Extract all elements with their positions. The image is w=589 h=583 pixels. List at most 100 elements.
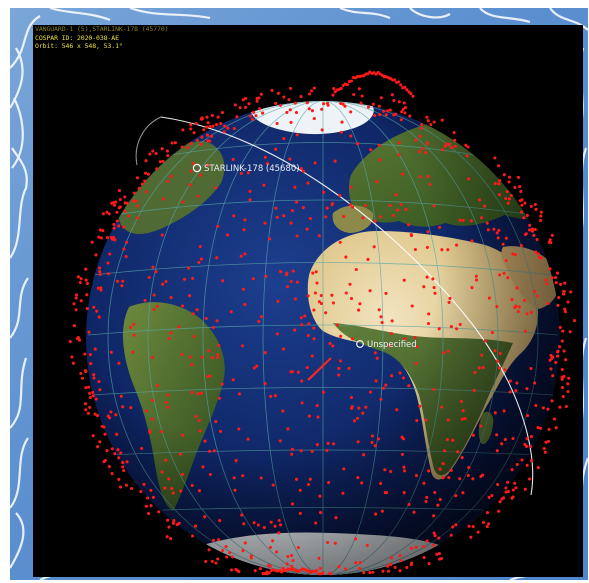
satellite-dot	[215, 355, 219, 359]
satellite-dot	[518, 185, 522, 189]
satellite-dot	[508, 390, 512, 394]
satellite-dot	[313, 291, 317, 295]
satellite-dot	[299, 449, 303, 453]
satellite-dot	[529, 459, 534, 463]
satellite-dot	[442, 351, 446, 355]
satellite-dot	[241, 98, 245, 102]
satellite-dot	[504, 196, 508, 201]
satellite-dot	[84, 408, 88, 412]
satellite-dot	[192, 131, 196, 135]
satellite-dot	[160, 430, 164, 434]
satellite-dot	[438, 225, 442, 229]
satellite-dot	[409, 546, 413, 550]
satellite-dot	[76, 275, 80, 279]
satellite-dot	[551, 374, 555, 378]
satellite-dot	[275, 332, 279, 336]
satellite-dot	[394, 193, 398, 197]
satellite-dot	[504, 236, 508, 240]
satellite-dot	[274, 206, 278, 210]
satellite-dot	[76, 336, 80, 340]
satellite-dot	[515, 286, 519, 290]
satellite-dot	[470, 239, 474, 243]
satellite-dot	[258, 567, 262, 571]
satellite-dot	[190, 363, 194, 367]
satellite-dot	[89, 362, 93, 366]
satellite-dot	[164, 279, 168, 284]
satellite-dot	[487, 296, 491, 300]
selected-satellite-marker[interactable]	[192, 163, 202, 173]
satellite-dot	[419, 126, 423, 130]
selected-satellite-label[interactable]: STARLINK-178 (45680)	[204, 164, 300, 174]
satellite-dot	[251, 277, 255, 281]
satellite-dot	[264, 274, 268, 278]
satellite-dot	[168, 537, 173, 541]
satellite-dot	[243, 218, 247, 222]
satellite-dot	[312, 116, 316, 121]
satellite-dot	[418, 150, 422, 154]
satellite-dot	[569, 290, 573, 294]
satellite-dot	[165, 149, 169, 153]
satellite-dot	[119, 394, 123, 398]
satellite-dot	[221, 549, 225, 553]
satellite-dot	[99, 288, 103, 292]
satellite-dot	[361, 216, 365, 220]
satellite-dot	[172, 519, 176, 523]
satellite-dot	[562, 349, 566, 353]
satellite-dot	[357, 308, 361, 312]
satellite-dot	[305, 365, 309, 370]
satellite-dot	[392, 113, 396, 117]
satellite-dot	[365, 543, 369, 547]
satellite-name-line: VANGUARD-1 (5),STARLINK-178 (45770)	[35, 25, 169, 33]
satellite-dot	[455, 327, 459, 331]
satellite-dot	[550, 399, 554, 403]
satellite-dot	[397, 100, 401, 104]
satellite-dot	[205, 163, 210, 167]
satellite-dot	[144, 504, 148, 508]
satellite-dot	[112, 235, 116, 239]
cospar-id-line: COSPAR ID: 2020-038-AE	[35, 33, 119, 42]
globe-viewer[interactable]: STARLINK-178 (45680) Unspecified VANGUAR…	[33, 25, 583, 577]
satellite-dot	[420, 123, 424, 127]
globe-scene[interactable]: STARLINK-178 (45680) Unspecified	[33, 25, 583, 577]
satellite-dot	[480, 353, 484, 357]
satellite-dot	[307, 107, 311, 111]
satellite-dot	[316, 415, 320, 419]
satellite-dot	[438, 467, 442, 471]
satellite-dot	[388, 343, 392, 348]
screenshot-frame: STARLINK-178 (45680) Unspecified VANGUAR…	[10, 8, 588, 580]
satellite-dot	[181, 433, 185, 437]
satellite-dot	[289, 553, 294, 558]
satellite-dot	[426, 321, 431, 326]
satellite-dot	[433, 490, 437, 495]
satellite-dot	[331, 442, 336, 446]
satellite-dot	[400, 452, 404, 456]
satellite-dot	[493, 349, 497, 353]
satellite-dot	[103, 432, 107, 436]
ground-point-label[interactable]: Unspecified	[367, 340, 417, 350]
satellite-dot	[210, 356, 215, 360]
satellite-dot	[71, 361, 75, 365]
satellite-dot	[357, 406, 361, 410]
satellite-dot	[348, 282, 352, 286]
satellite-dot	[180, 352, 184, 357]
satellite-dot	[273, 394, 277, 398]
satellite-dot	[204, 559, 208, 564]
satellite-dot	[507, 180, 511, 184]
satellite-dot	[131, 350, 135, 354]
satellite-dot	[412, 510, 416, 514]
satellite-dot	[425, 539, 429, 543]
satellite-dot	[525, 387, 529, 391]
satellite-dot	[250, 117, 254, 121]
satellite-dot	[217, 344, 221, 348]
satellite-dot	[495, 304, 499, 309]
satellite-dot	[549, 241, 553, 245]
satellite-dot	[506, 276, 510, 280]
satellite-dot	[390, 93, 394, 97]
satellite-dot	[550, 276, 554, 280]
satellite-dot	[312, 326, 316, 330]
satellite-dot	[388, 108, 392, 112]
satellite-dot	[252, 521, 256, 525]
ground-point-marker[interactable]	[356, 340, 364, 348]
satellite-dot	[188, 294, 192, 298]
satellite-dot	[514, 486, 518, 490]
